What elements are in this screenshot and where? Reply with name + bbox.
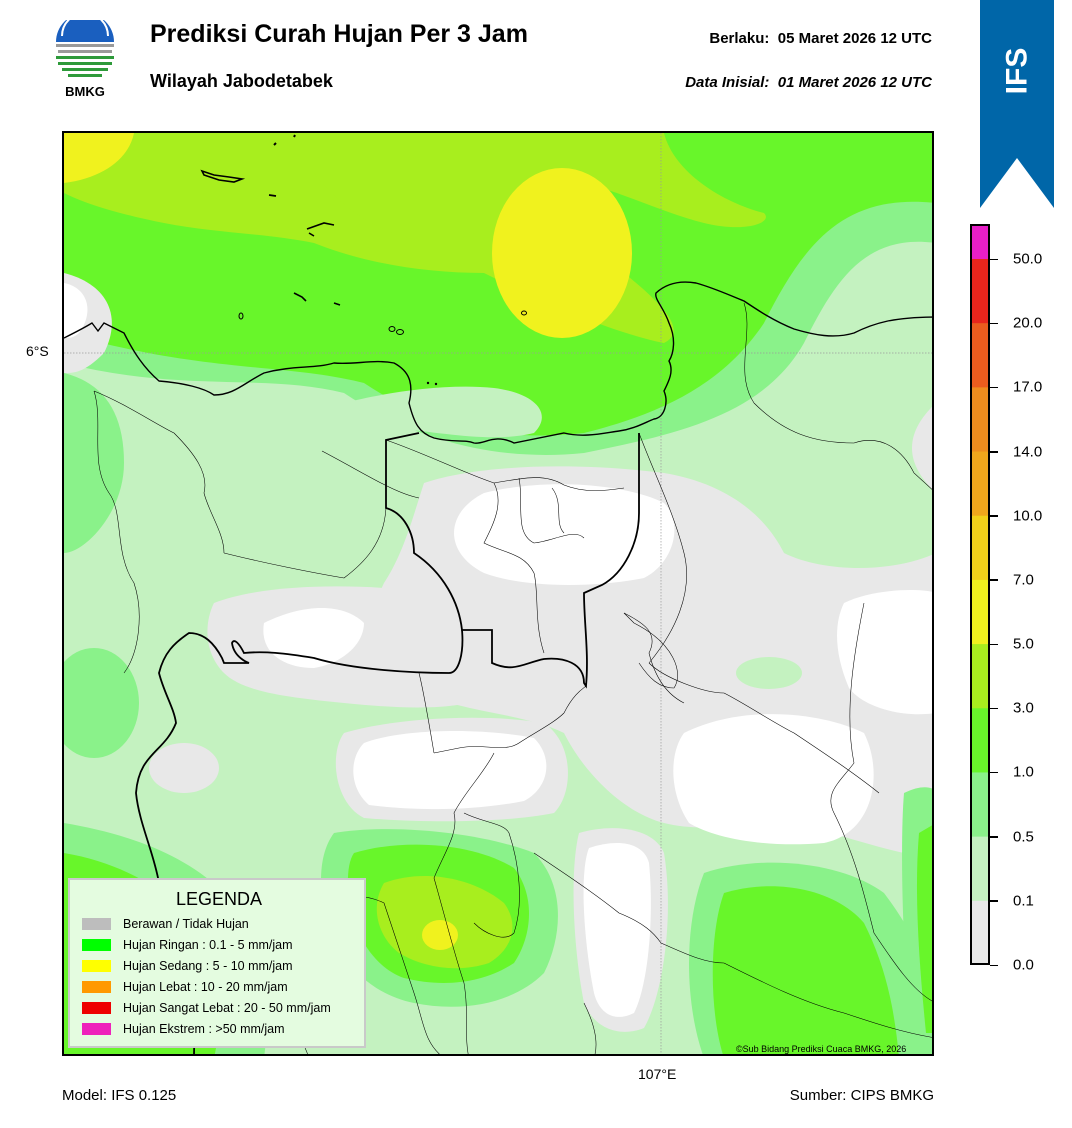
page-title: Prediksi Curah Hujan Per 3 Jam (150, 20, 528, 48)
colorbar-tick-label: 50.0 (1013, 250, 1043, 268)
colorbar-segment (971, 900, 989, 965)
latitude-label: 6°S (26, 343, 49, 359)
valid-label: Berlaku: (709, 30, 770, 47)
colorbar-tick (990, 451, 998, 453)
legend-item: Hujan Ringan : 0.1 - 5 mm/jam (82, 936, 293, 954)
model-label: Model: IFS 0.125 (62, 1087, 177, 1104)
colorbar-segment (971, 772, 989, 838)
legend-item: Berawan / Tidak Hujan (82, 915, 249, 933)
ribbon-text: IFS (999, 47, 1033, 95)
colorbar-tick-label: 17.0 (1013, 378, 1043, 396)
colorbar-tick (990, 643, 998, 646)
colorbar-tick-label: 20.0 (1013, 314, 1043, 332)
colorbar-tick (990, 579, 998, 581)
colorbar-segment (971, 323, 989, 388)
init-value: 01 Maret 2026 12 UTC (777, 74, 932, 91)
legend-item: Hujan Ekstrem : >50 mm/jam (82, 1020, 285, 1038)
colorbar-tick-label: 0.5 (1013, 828, 1034, 846)
legend-swatch (82, 1023, 111, 1035)
colorbar-tick (990, 386, 998, 389)
legend-swatch (82, 960, 111, 972)
legend-label: Hujan Sedang : 5 - 10 mm/jam (123, 959, 293, 973)
colorbar-tick (990, 322, 998, 325)
legend-swatch (82, 981, 111, 993)
valid-value: 05 Maret 2026 12 UTC (777, 30, 932, 47)
legend-item: Hujan Sedang : 5 - 10 mm/jam (82, 957, 293, 975)
colorbar-border (970, 224, 990, 965)
init-date: Data Inisial: 01 Maret 2026 12 UTC (685, 74, 932, 91)
colorbar-tick-label: 0.0 (1013, 956, 1034, 974)
legend-title: LEGENDA (175, 889, 263, 909)
map-copyright: ©Sub Bidang Prediksi Cuaca BMKG, 2026 (736, 1044, 907, 1054)
rainfall-map (62, 131, 934, 1056)
colorbar-tick-label: 10.0 (1013, 507, 1043, 525)
colorbar-segment (971, 708, 989, 773)
colorbar-tick (990, 515, 998, 517)
colorbar (970, 224, 990, 965)
colorbar-tick-label: 14.0 (1013, 443, 1043, 461)
legend-swatch (82, 939, 111, 951)
colorbar-tick (990, 836, 998, 838)
colorbar-tick-label: 7.0 (1013, 571, 1034, 589)
init-label: Data Inisial: (685, 74, 770, 91)
colorbar-tick (990, 900, 998, 902)
valid-date: Berlaku: 05 Maret 2026 12 UTC (709, 30, 932, 47)
colorbar-tick-label: 1.0 (1013, 763, 1034, 781)
colorbar-segment (971, 644, 989, 709)
legend-swatch (82, 1002, 111, 1014)
colorbar-tick-label: 3.0 (1013, 699, 1034, 717)
ifs-ribbon (980, 0, 1054, 208)
bmkg-logo-icon (56, 20, 114, 77)
legend-swatch (82, 918, 111, 930)
colorbar-tick (990, 258, 998, 260)
colorbar-tick (990, 964, 998, 966)
legend-label: Hujan Lebat : 10 - 20 mm/jam (123, 980, 288, 994)
legend-label: Berawan / Tidak Hujan (123, 917, 249, 931)
colorbar-segment (971, 387, 989, 453)
map-canvas (64, 133, 932, 1054)
page-subtitle: Wilayah Jabodetabek (150, 71, 333, 91)
source-label: Sumber: CIPS BMKG (789, 1087, 934, 1104)
colorbar-segment (971, 515, 989, 581)
map-legend: LEGENDA Berawan / Tidak Hujan Hujan Ring… (68, 878, 366, 1048)
colorbar-tick-label: 5.0 (1013, 635, 1034, 653)
colorbar-segment (971, 451, 989, 517)
legend-item: Hujan Sangat Lebat : 20 - 50 mm/jam (82, 999, 331, 1017)
colorbar-segment (971, 225, 989, 260)
legend-item: Hujan Lebat : 10 - 20 mm/jam (82, 978, 288, 996)
legend-label: Hujan Sangat Lebat : 20 - 50 mm/jam (123, 1001, 331, 1015)
colorbar-tick (990, 707, 998, 710)
colorbar-segment (971, 836, 989, 902)
longitude-label: 107°E (638, 1066, 677, 1082)
colorbar-segment (971, 259, 989, 324)
colorbar-tick-label: 0.1 (1013, 892, 1034, 910)
logo-text: BMKG (65, 84, 105, 99)
colorbar-tick (990, 771, 998, 774)
colorbar-segment (971, 579, 989, 645)
legend-label: Hujan Ekstrem : >50 mm/jam (123, 1022, 285, 1036)
legend-label: Hujan Ringan : 0.1 - 5 mm/jam (123, 938, 293, 952)
